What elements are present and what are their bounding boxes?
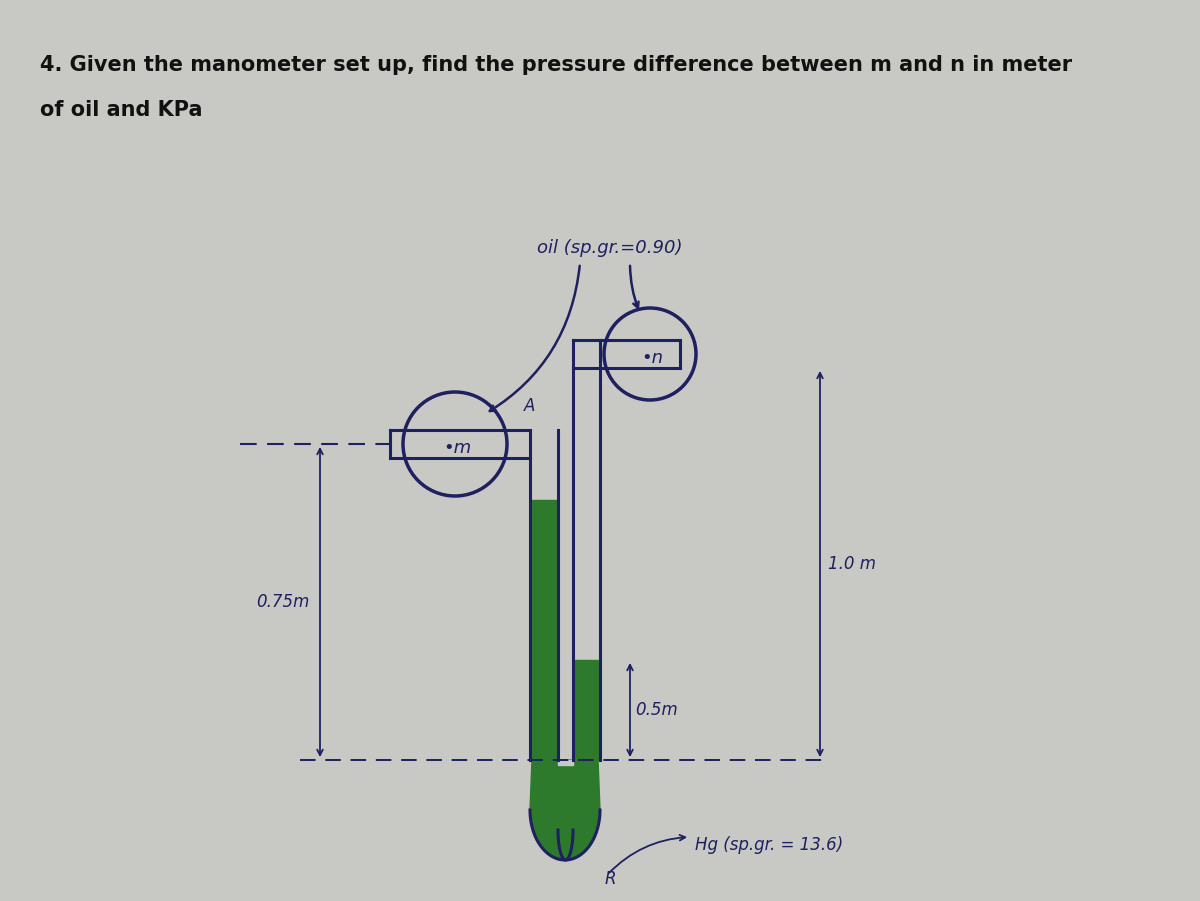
Text: •m: •m	[443, 439, 472, 457]
Text: R: R	[605, 870, 617, 888]
Polygon shape	[530, 760, 600, 860]
Text: of oil and KPa: of oil and KPa	[40, 100, 203, 120]
Text: oil (sp.gr.=0.90): oil (sp.gr.=0.90)	[538, 239, 683, 257]
Text: 0.5m: 0.5m	[635, 701, 678, 719]
Text: Hg (sp.gr. = 13.6): Hg (sp.gr. = 13.6)	[695, 836, 844, 854]
Text: •n: •n	[641, 349, 662, 367]
Text: 1.0 m: 1.0 m	[828, 555, 876, 573]
Text: A: A	[524, 397, 535, 415]
Text: 4. Given the manometer set up, find the pressure difference between m and n in m: 4. Given the manometer set up, find the …	[40, 55, 1072, 75]
Text: 0.75m: 0.75m	[257, 593, 310, 611]
